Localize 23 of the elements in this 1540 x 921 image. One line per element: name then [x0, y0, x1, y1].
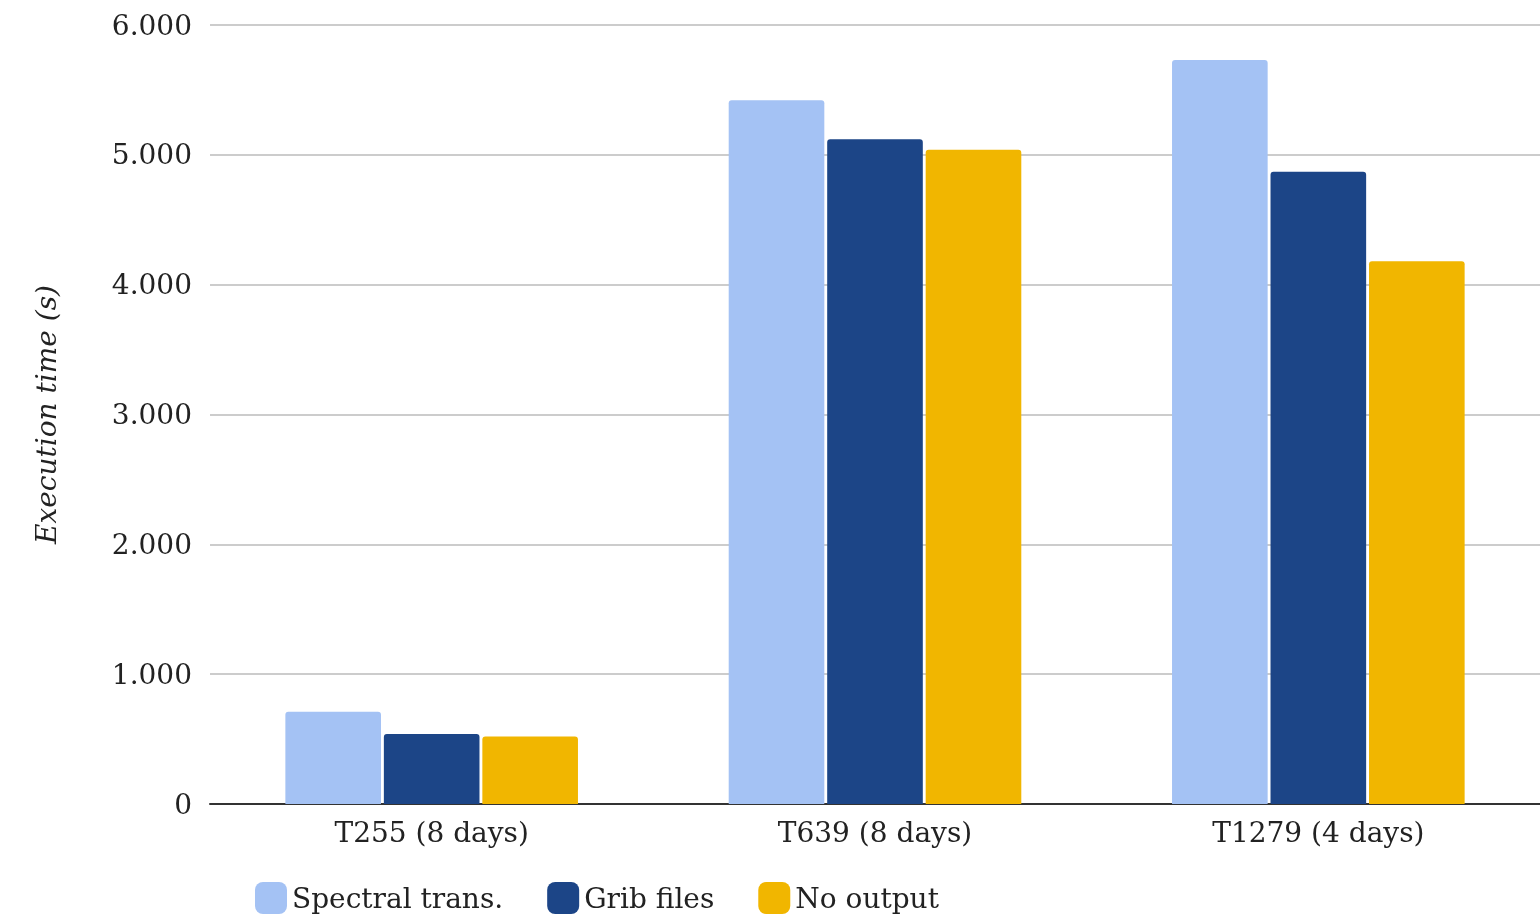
bar — [728, 100, 825, 804]
bar — [383, 733, 480, 804]
y-tick-label: 3.000 — [111, 398, 192, 431]
bar — [482, 736, 578, 804]
bar — [1270, 171, 1367, 804]
bar — [1369, 261, 1465, 804]
y-tick-label: 1.000 — [111, 657, 192, 691]
legend-label: Spectral trans. — [292, 881, 504, 915]
y-axis-title: Execution time (s) — [29, 285, 63, 545]
y-tick-label: 4.000 — [111, 268, 192, 302]
x-tick-label: T639 (8 days) — [777, 815, 973, 849]
y-tick-label: 2.000 — [111, 527, 192, 561]
x-tick-label: T255 (8 days) — [334, 815, 529, 849]
bar — [285, 711, 381, 804]
bar — [827, 139, 923, 804]
legend-label: No output — [795, 881, 940, 915]
y-tick-label: 0 — [174, 787, 192, 821]
y-tick-label: 5.000 — [111, 138, 192, 172]
x-tick-label: T1279 (4 days) — [1212, 815, 1425, 849]
legend-label: Grib files — [584, 881, 715, 915]
y-tick-label: 6.000 — [111, 8, 192, 42]
bar — [925, 149, 1022, 804]
bar — [1172, 60, 1268, 804]
